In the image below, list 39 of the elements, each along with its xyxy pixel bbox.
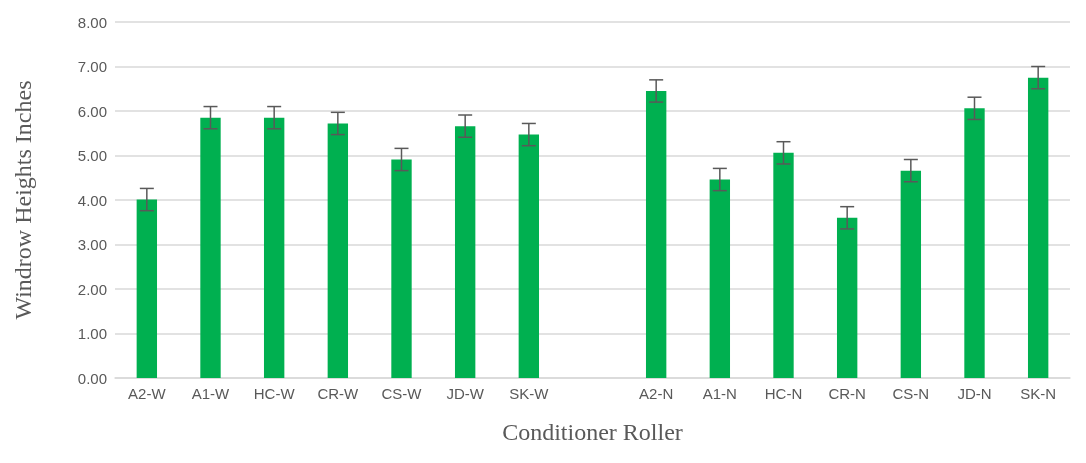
y-tick-label: 4.00 [77,191,107,209]
y-tick-label: 3.00 [77,236,107,253]
x-tick-label: SK-W [509,385,550,402]
x-tick-label: SK-N [1020,385,1057,402]
y-axis-title: Windrow Heights Inches [10,80,36,320]
x-tick-label: CR-N [828,385,866,402]
bar [263,117,285,378]
bar [136,199,158,378]
bar [709,179,731,378]
x-tick-label: HC-N [764,385,803,402]
bar [200,117,221,378]
x-tick-label: JD-W [446,385,485,402]
x-tick-label: JD-N [957,385,992,402]
x-tick-label: CS-N [892,385,930,402]
x-tick-label: A2-W [128,385,167,402]
bar [773,152,794,378]
bar [327,123,349,378]
bar [645,90,667,378]
x-tick-label: CR-W [317,385,360,402]
bar [964,108,985,378]
x-tick-label: A1-N [702,385,737,402]
bar [518,134,540,378]
x-tick-label: HC-W [253,385,296,402]
y-tick-label: 1.00 [77,325,107,342]
bar [454,126,476,378]
x-tick-label: A2-N [639,385,674,402]
y-tick-label: 8.00 [77,13,107,31]
y-tick-label: 7.00 [77,58,107,75]
y-tick-label: 2.00 [77,280,107,298]
bar [900,170,922,378]
bar [391,159,412,378]
x-axis-title: Conditioner Roller [502,419,683,445]
y-tick-label: 5.00 [77,147,107,164]
y-tick-label: 0.00 [77,369,107,387]
y-tick-label: 6.00 [77,102,107,120]
bar [836,217,858,378]
x-tick-label: CS-W [381,385,423,402]
bar [1027,77,1049,378]
x-tick-label: A1-W [191,385,231,402]
